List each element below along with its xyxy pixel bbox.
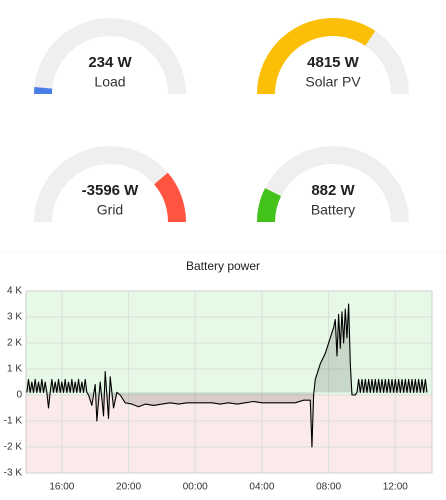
gauge-value: -3596 W [82,182,140,199]
gauge-fill [257,188,282,222]
y-tick-label: 1 K [7,364,22,375]
chart-title: Battery power [186,259,260,273]
gauge-value: 4815 W [307,54,360,71]
x-tick-label: 12:00 [383,482,408,493]
y-tick-label: 0 [16,390,22,401]
gauge-label: Solar PV [305,74,361,90]
y-tick-label: 2 K [7,338,22,349]
gauge-track [34,146,186,222]
negative-zone [26,395,432,473]
x-tick-label: 00:00 [183,482,208,493]
gauge-label: Battery [311,202,355,218]
gauge-label: Load [94,74,125,90]
plot-border [25,290,433,474]
gauge-fill [154,172,186,222]
x-tick-label: 04:00 [249,482,274,493]
gauge-value: 882 W [311,182,355,199]
gauge-track [257,146,409,222]
x-tick-label: 08:00 [316,482,341,493]
gauge-track [34,18,186,94]
y-tick-label: -2 K [4,442,23,453]
gauge-fill [34,87,53,94]
gauge-value: 234 W [88,54,132,71]
x-tick-label: 16:00 [49,482,74,493]
x-tick-label: 20:00 [116,482,141,493]
gauge-fill [257,17,376,95]
y-tick-label: -3 K [4,468,23,479]
y-tick-label: 4 K [7,286,22,297]
y-tick-label: -1 K [4,416,23,427]
y-tick-label: 3 K [7,312,22,323]
series-line [26,303,428,448]
gauge-label: Grid [97,202,123,218]
